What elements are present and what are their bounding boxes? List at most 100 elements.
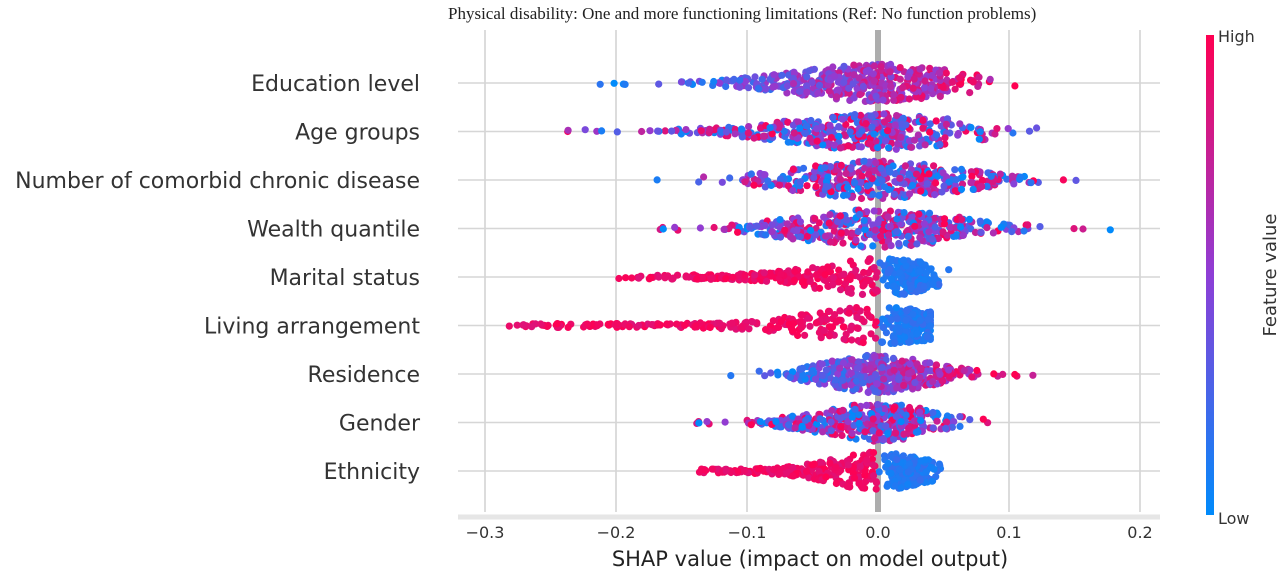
shap-dot: [807, 116, 815, 125]
shap-dot: [874, 144, 882, 152]
shap-dot: [613, 128, 621, 136]
shap-dot: [682, 126, 690, 134]
shap-dot: [969, 185, 977, 193]
shap-dot: [747, 421, 755, 429]
shap-dot: [857, 111, 865, 119]
shap-dot: [857, 194, 866, 203]
shap-dot: [839, 323, 848, 331]
shap-dot: [893, 215, 901, 223]
shap-dot: [923, 180, 932, 188]
shap-dot: [836, 212, 845, 220]
shap-dot: [902, 316, 910, 324]
shap-dot: [702, 466, 710, 475]
shap-dot: [730, 75, 738, 83]
shap-dot: [721, 418, 729, 426]
shap-dot: [718, 178, 726, 186]
shap-dot: [848, 413, 856, 421]
shap-dot: [905, 424, 913, 432]
shap-dot: [870, 77, 878, 85]
shap-dot: [916, 408, 924, 416]
shap-dot: [850, 71, 858, 79]
shap-dot: [966, 89, 974, 97]
shap-dot: [870, 62, 879, 70]
shap-dot: [843, 482, 852, 490]
shap-dot: [925, 209, 934, 217]
shap-dot: [786, 232, 794, 240]
shap-dot: [928, 71, 936, 79]
shap-dot: [881, 243, 889, 251]
shap-dot: [879, 96, 887, 104]
shap-dot: [929, 280, 937, 288]
shap-dot: [1079, 225, 1087, 233]
shap-dot: [853, 364, 862, 372]
shap-dot: [902, 411, 910, 419]
shap-dot: [784, 182, 793, 190]
shap-dot: [1011, 370, 1019, 379]
shap-dot: [874, 400, 882, 409]
shap-dot: [837, 229, 845, 237]
shap-dot: [829, 113, 837, 122]
shap-dot: [741, 271, 749, 279]
shap-dot: [717, 128, 725, 136]
shap-dot: [957, 165, 966, 173]
shap-dot: [884, 459, 892, 467]
shap-dot: [895, 374, 903, 382]
shap-dot: [628, 274, 636, 282]
shap-dot: [959, 173, 967, 181]
shap-dot: [738, 133, 747, 141]
shap-dot: [921, 456, 929, 464]
shap-dot: [741, 178, 749, 186]
shap-dot: [968, 172, 976, 180]
shap-dot: [746, 223, 754, 231]
shap-dot: [684, 79, 693, 87]
shap-dot: [914, 131, 922, 139]
shap-dot: [661, 127, 669, 135]
shap-dot: [767, 272, 775, 280]
shap-dot: [837, 423, 845, 431]
shap-dot: [760, 269, 768, 277]
shap-dot: [847, 381, 855, 389]
shap-dot: [598, 127, 606, 135]
shap-dot: [900, 430, 908, 438]
shap-dot: [891, 339, 899, 347]
shap-dot: [803, 73, 811, 81]
shap-dot: [869, 472, 878, 480]
x-tick-label: 0.1: [996, 523, 1021, 542]
shap-dot: [814, 89, 822, 97]
shap-dot: [822, 183, 830, 191]
shap-dot: [905, 403, 914, 412]
shap-dot: [854, 227, 862, 236]
shap-dot: [519, 321, 527, 329]
shap-dot: [835, 123, 843, 131]
shap-dot: [920, 84, 929, 92]
colorbar-high-label: High: [1218, 27, 1255, 46]
shap-dot: [942, 69, 950, 77]
shap-dot: [759, 132, 768, 140]
shap-dot: [768, 228, 776, 236]
shap-dot: [991, 130, 999, 138]
shap-dot: [892, 228, 901, 236]
shap-dot: [826, 163, 835, 171]
shap-dot: [990, 370, 998, 378]
shap-dot: [827, 188, 835, 196]
shap-dot: [976, 217, 984, 225]
shap-dot: [863, 456, 871, 464]
shap-dot: [907, 241, 915, 250]
shap-dot: [882, 422, 890, 430]
shap-dot: [892, 304, 900, 312]
shap-dot: [737, 125, 746, 133]
shap-dot: [710, 223, 718, 232]
shap-dot: [880, 118, 889, 126]
shap-dot: [836, 175, 845, 183]
shap-dot: [777, 317, 785, 326]
shap-dot: [852, 266, 860, 274]
shap-dot: [802, 122, 810, 130]
shap-dot: [835, 132, 843, 140]
shap-dot: [744, 84, 753, 92]
shap-dot: [977, 228, 985, 237]
shap-dot: [958, 216, 966, 224]
shap-dot: [857, 143, 866, 151]
shap-dot: [1033, 124, 1041, 132]
shap-dot: [803, 232, 812, 240]
shap-dot: [807, 226, 815, 235]
